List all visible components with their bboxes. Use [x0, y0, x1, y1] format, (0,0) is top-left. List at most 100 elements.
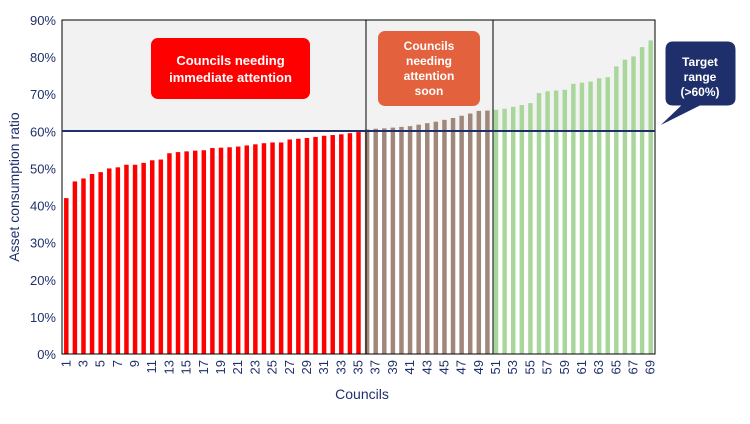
- x-tick-label: 31: [316, 360, 331, 374]
- bar-council-14: [175, 152, 181, 354]
- y-tick-label: 20%: [30, 273, 56, 288]
- bar-council-21: [235, 146, 241, 354]
- y-tick-label: 80%: [30, 50, 56, 65]
- x-tick-label: 69: [643, 360, 658, 374]
- x-tick-label: 11: [144, 360, 159, 374]
- attention-soon-label: Councils needing attention soon: [378, 31, 480, 106]
- bar-council-33: [339, 134, 344, 354]
- bar-council-13: [167, 153, 172, 354]
- bar-council-3: [81, 178, 86, 354]
- y-tick-label: 50%: [30, 161, 56, 176]
- bar-council-43: [425, 123, 430, 354]
- x-tick-label: 17: [196, 360, 211, 374]
- y-axis-title: Asset consumption ratio: [6, 112, 22, 262]
- bar-council-41: [407, 126, 413, 354]
- bar-council-49: [476, 110, 482, 354]
- bar-council-67: [631, 56, 636, 355]
- bar-council-59: [562, 89, 567, 355]
- bar-council-8: [124, 164, 129, 354]
- bar-council-50: [485, 110, 490, 354]
- x-tick-label: 7: [110, 360, 125, 367]
- bar-council-17: [201, 150, 207, 354]
- bar-council-64: [605, 77, 610, 355]
- bar-council-16: [192, 150, 198, 354]
- bar-council-12: [158, 159, 164, 354]
- x-tick-label: 5: [93, 360, 108, 367]
- bar-council-23: [253, 144, 258, 354]
- x-tick-label: 3: [75, 360, 90, 367]
- bar-council-31: [321, 135, 327, 354]
- bar-council-37: [373, 128, 378, 354]
- bar-council-34: [347, 133, 353, 354]
- bar-council-48: [467, 113, 473, 355]
- x-tick-label: 15: [179, 360, 194, 374]
- x-tick-label: 29: [299, 360, 314, 374]
- bar-council-65: [614, 66, 619, 354]
- bar-council-39: [390, 127, 396, 355]
- bar-council-18: [210, 148, 215, 354]
- bar-council-40: [399, 126, 404, 354]
- x-tick-label: 33: [333, 360, 348, 374]
- x-tick-label: 1: [58, 360, 73, 367]
- bar-council-55: [528, 103, 533, 354]
- bar-council-61: [579, 82, 585, 354]
- bar-council-36: [364, 129, 370, 354]
- plot-area-frame: [61, 19, 656, 355]
- x-tick-label: 21: [230, 360, 245, 374]
- bar-council-9: [132, 164, 138, 354]
- bar-council-5: [98, 172, 103, 354]
- immediate-attention-label: Councils needing immediate attention: [151, 38, 310, 99]
- bar-council-11: [150, 160, 155, 354]
- x-tick-label: 57: [540, 360, 555, 374]
- x-tick-label: 49: [471, 360, 486, 374]
- y-axis-ticks: 0% 10% 20% 30% 40% 50% 60% 70% 80% 90%: [30, 13, 56, 362]
- bar-council-25: [270, 142, 275, 354]
- bar-council-22: [244, 145, 250, 354]
- bar-council-29: [304, 138, 310, 354]
- bar-council-35: [356, 132, 361, 354]
- x-tick-label: 45: [436, 360, 451, 374]
- bar-series: [64, 40, 653, 355]
- bar-council-53: [510, 106, 516, 354]
- y-tick-label: 10%: [30, 310, 56, 325]
- x-tick-label: 23: [247, 360, 262, 374]
- bar-council-30: [313, 136, 318, 354]
- x-tick-label: 9: [127, 360, 142, 367]
- x-tick-label: 37: [368, 360, 383, 374]
- y-tick-label: 60%: [30, 124, 56, 139]
- bar-council-4: [89, 174, 95, 354]
- bar-council-69: [648, 40, 653, 354]
- bar-council-60: [571, 83, 576, 354]
- x-tick-label: 59: [557, 360, 572, 374]
- bar-council-68: [639, 47, 645, 355]
- x-axis-ticks: 1 3 5 7 9 11 13 15 17 19 21 23 25 27 29 31 33 35 37 39 41 43 4…: [58, 360, 657, 374]
- x-tick-label: 25: [265, 360, 280, 374]
- x-tick-label: 19: [213, 360, 228, 374]
- bar-council-6: [107, 168, 112, 354]
- y-tick-label: 90%: [30, 13, 56, 28]
- y-tick-label: 0%: [37, 347, 56, 362]
- y-tick-label: 30%: [30, 236, 56, 251]
- bar-council-45: [442, 119, 447, 354]
- x-tick-label: 53: [505, 360, 520, 374]
- bar-council-62: [588, 81, 593, 354]
- bar-council-46: [450, 117, 456, 354]
- target-range-callout: Target range (>60%): [657, 40, 737, 128]
- x-tick-label: 43: [419, 360, 434, 374]
- bar-council-15: [184, 151, 189, 354]
- bar-council-57: [545, 91, 550, 354]
- bar-council-44: [433, 121, 439, 355]
- bar-council-56: [536, 93, 542, 355]
- x-tick-label: 27: [282, 360, 297, 374]
- bar-council-66: [622, 59, 628, 355]
- bar-council-20: [227, 147, 232, 354]
- bar-council-19: [218, 147, 224, 354]
- x-tick-label: 51: [488, 360, 503, 374]
- x-axis-title: Councils: [335, 386, 389, 402]
- x-tick-label: 41: [402, 360, 417, 374]
- bar-council-54: [519, 104, 525, 354]
- y-tick-label: 40%: [30, 199, 56, 214]
- x-tick-label: 13: [161, 360, 176, 374]
- bar-council-52: [502, 108, 507, 354]
